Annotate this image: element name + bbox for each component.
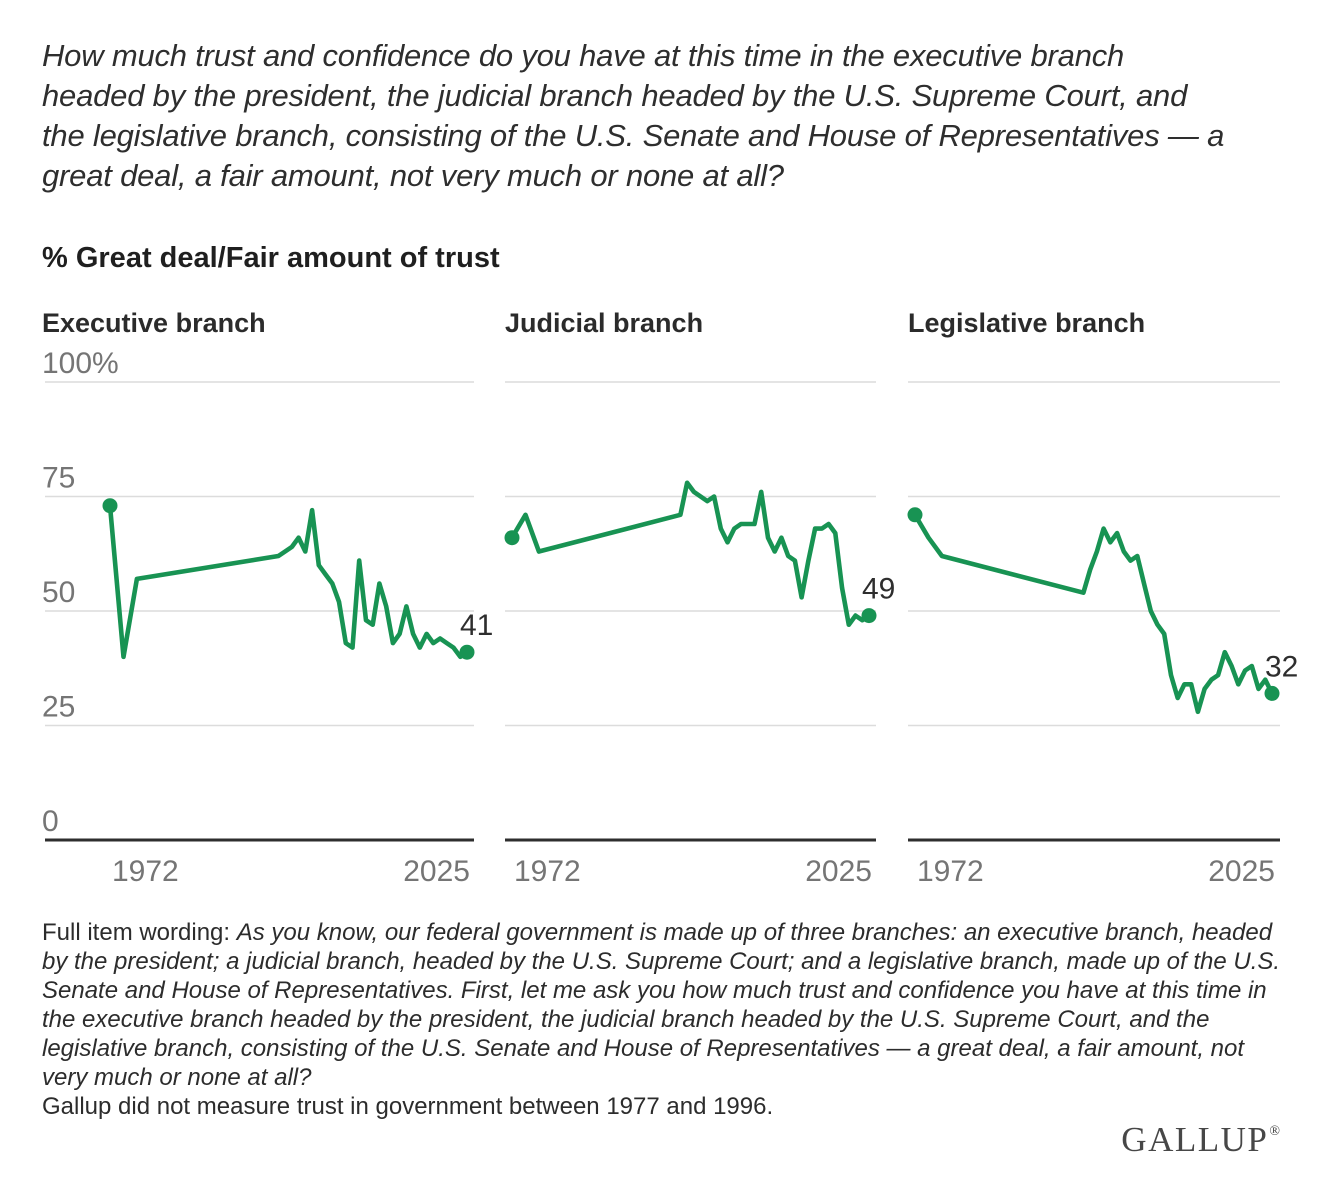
small-multiples-row: Executive branch 100% 75 50 25 0 1972 2025 41 J… [0, 309, 1320, 888]
chart-subtitle: % Great deal/Fair amount of trust [42, 242, 500, 274]
first-point-marker [504, 530, 520, 546]
last-point-marker [1264, 685, 1280, 701]
registered-trademark-icon: ® [1269, 1124, 1280, 1139]
full-item-wording: As you know, our federal government is m… [42, 919, 1281, 1091]
panel-judicial-branch: Judicial branch 1972 2025 49 [504, 308, 895, 890]
panel-title-judicial: Judicial branch [505, 308, 704, 338]
panel-title-executive: Executive branch [42, 308, 266, 338]
last-point-marker [459, 644, 475, 660]
x-axis-tick-1972: 1972 [917, 855, 984, 888]
last-point-marker [861, 608, 877, 624]
y-axis-tick-label: 0 [42, 805, 59, 838]
panel-executive-branch: Executive branch 100% 75 50 25 0 1972 2025 41 [42, 308, 493, 890]
panel-title-legislative: Legislative branch [908, 308, 1146, 338]
gallup-logo: GALLUP® [1121, 1120, 1280, 1160]
y-axis-tick-label: 75 [42, 462, 75, 495]
measurement-gap-note: Gallup did not measure trust in governme… [42, 1093, 774, 1120]
y-axis-tick-label: 25 [42, 691, 75, 724]
end-value-label: 32 [1265, 650, 1298, 683]
footnote-block: Full item wording: As you know, our fede… [42, 918, 1292, 1121]
x-axis-tick-2025: 2025 [805, 855, 872, 888]
first-point-marker [102, 498, 118, 514]
executive-branch-line-chart: 100% 75 50 25 0 1972 2025 41 [42, 347, 493, 888]
legislative-branch-line-chart: 1972 2025 32 [907, 381, 1298, 888]
y-axis-tick-label: 50 [42, 576, 75, 609]
footnote-prefix: Full item wording: [42, 919, 237, 946]
survey-question-title: How much trust and confidence do you hav… [42, 38, 1225, 193]
y-axis-tick-label: 100% [42, 347, 119, 380]
gallup-logo-text: GALLUP [1121, 1120, 1269, 1159]
x-axis-tick-2025: 2025 [1208, 855, 1275, 888]
x-axis-tick-1972: 1972 [514, 855, 581, 888]
x-axis-tick-1972: 1972 [112, 855, 179, 888]
x-axis-tick-2025: 2025 [403, 855, 470, 888]
end-value-label: 41 [460, 609, 493, 642]
judicial-branch-line-chart: 1972 2025 49 [504, 381, 895, 888]
trend-line [912, 512, 1275, 715]
panel-legislative-branch: Legislative branch 1972 2025 32 [907, 308, 1298, 890]
end-value-label: 49 [862, 573, 895, 606]
trend-line [509, 480, 872, 628]
trend-line [107, 503, 470, 660]
first-point-marker [907, 507, 923, 523]
